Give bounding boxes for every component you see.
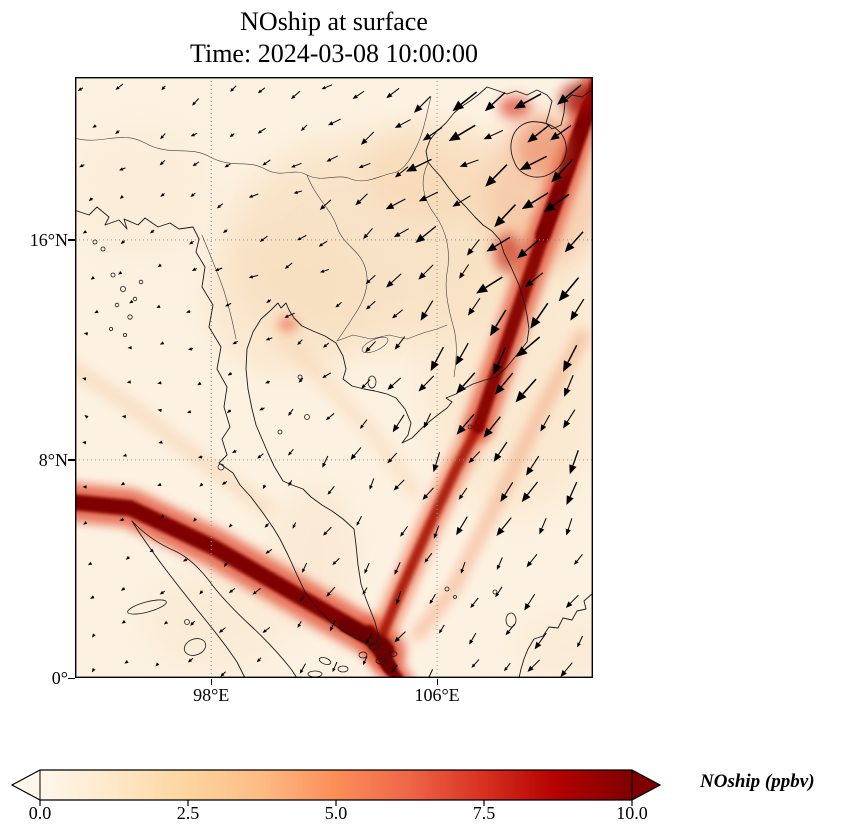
gridlines [75, 77, 593, 678]
heatmap-layer [75, 77, 593, 678]
y-tick-mark [68, 459, 75, 461]
coastline-sumatra-west [131, 520, 246, 678]
colorbar-tick-label: 2.5 [176, 803, 200, 823]
x-tick-label-98e: 98°E [193, 685, 230, 705]
y-tick-label-0: 0° [51, 668, 68, 688]
wind-quiver-layer [77, 83, 585, 678]
map-canvas [75, 77, 593, 678]
colorbar-bar [10, 769, 662, 801]
y-tick-label-8n: 8°N [38, 449, 68, 470]
coastline-mainland [75, 86, 593, 645]
coastline-sumatra-east [131, 520, 298, 678]
x-tick-label-106e: 106°E [414, 685, 460, 705]
coastline-borneo [518, 592, 593, 678]
y-tick-mark [68, 239, 75, 241]
coastlines-layer [75, 86, 593, 678]
map-plot [75, 77, 593, 678]
islands [92, 239, 517, 678]
colorbar-tick-label: 5.0 [324, 803, 348, 823]
map-border [75, 77, 593, 678]
colorbar-ticks [39, 800, 633, 806]
x-tick-mark [210, 679, 213, 685]
colorbar-tick-label: 7.5 [472, 803, 496, 823]
figure-title: NOship at surface [240, 7, 428, 36]
colorbar-tick-label: 10.0 [616, 803, 648, 823]
x-tick-mark [436, 679, 438, 685]
country-borders [75, 96, 457, 378]
colorbar-tick-label: 0.0 [28, 803, 52, 823]
colorbar-axis-label: NOship (ppbv) [700, 771, 815, 792]
figure-subtitle: Time: 2024-03-08 10:00:00 [190, 39, 478, 68]
coastline-hainan [510, 121, 567, 178]
y-tick-mark [68, 677, 75, 679]
colorbar [10, 769, 662, 806]
y-tick-label-16n: 16°N [29, 229, 68, 250]
